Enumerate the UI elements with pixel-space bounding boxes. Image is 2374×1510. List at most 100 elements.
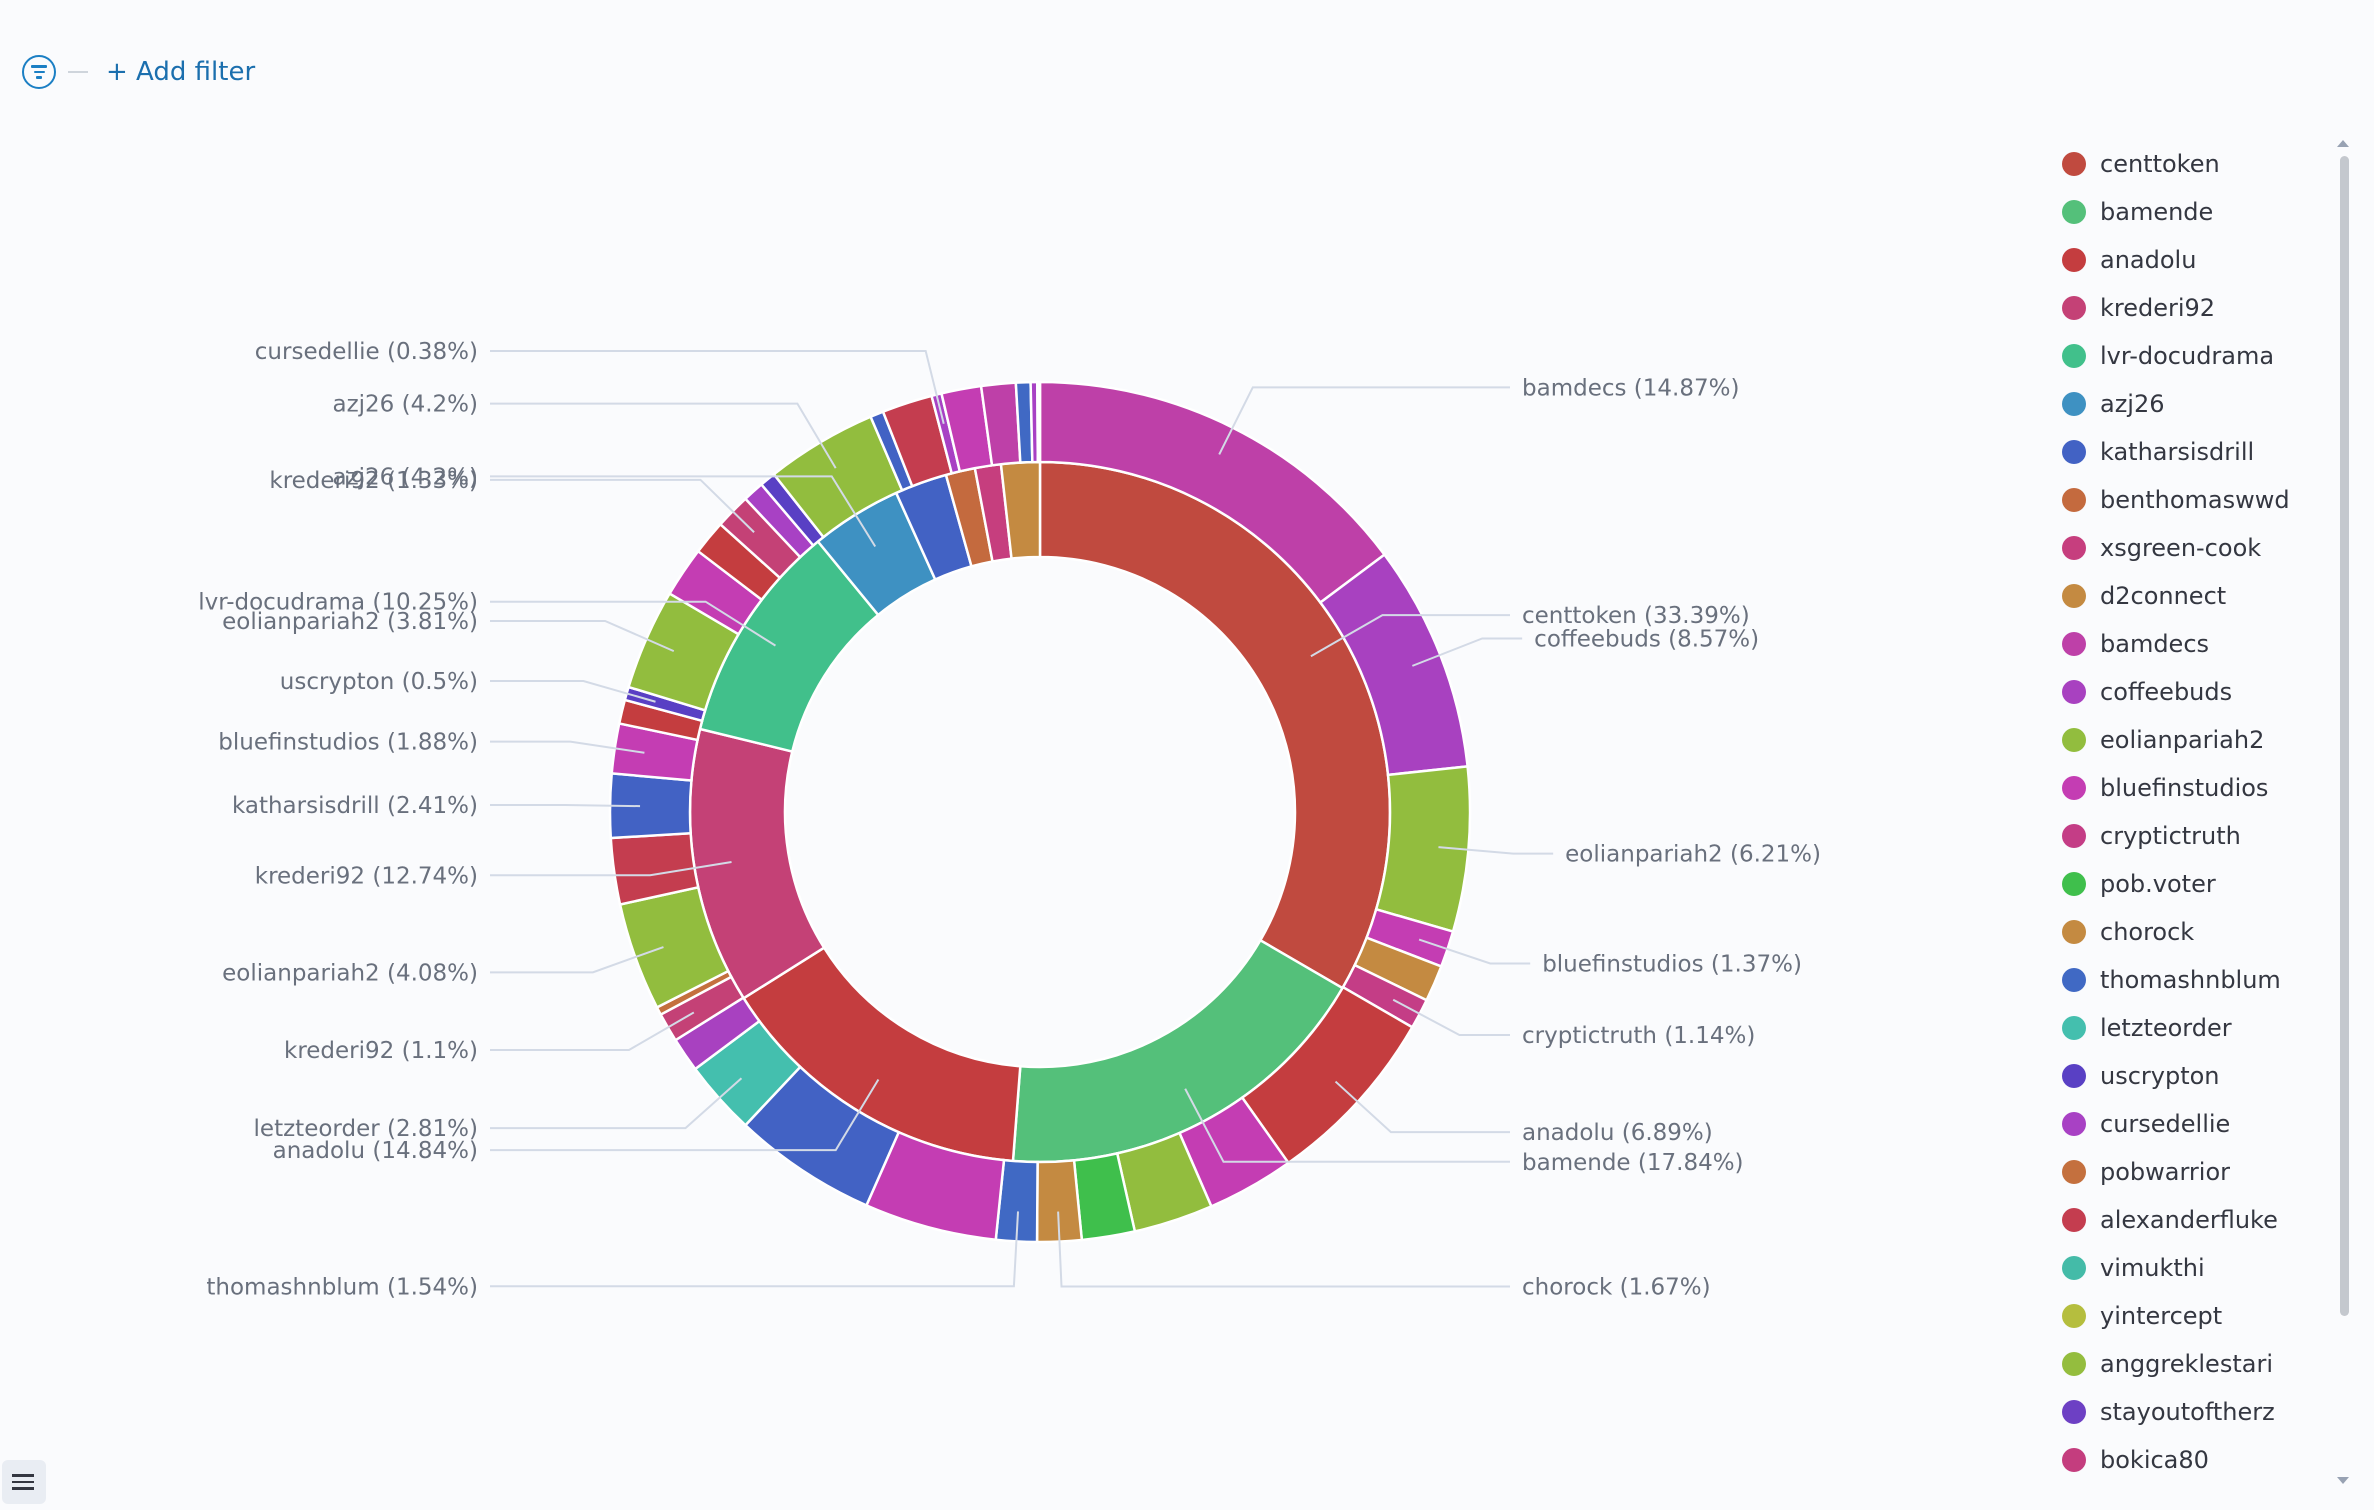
legend-item[interactable]: uscrypton xyxy=(2062,1052,2322,1100)
slice-label: bluefinstudios (1.37%) xyxy=(1542,951,1802,977)
leader-line xyxy=(1334,1080,1510,1134)
legend-label: anggreklestari xyxy=(2100,1350,2273,1378)
slice-label: cryptictruth (1.14%) xyxy=(1522,1023,1755,1049)
legend-color-dot xyxy=(2062,680,2086,704)
leader-line xyxy=(1418,938,1531,965)
legend-scroll-up-icon[interactable] xyxy=(2337,140,2349,147)
legend-label: centtoken xyxy=(2100,150,2220,178)
legend-item[interactable]: alexanderfluke xyxy=(2062,1196,2322,1244)
legend-item[interactable]: krederi92 xyxy=(2062,284,2322,332)
legend-item[interactable]: azj26 xyxy=(2062,380,2322,428)
legend-label: yintercept xyxy=(2100,1302,2223,1330)
legend-item[interactable]: katharsisdrill xyxy=(2062,428,2322,476)
legend-item[interactable]: pob.voter xyxy=(2062,860,2322,908)
legend-item[interactable]: coffeebuds xyxy=(2062,668,2322,716)
leader-line xyxy=(490,349,945,424)
legend-color-dot xyxy=(2062,296,2086,320)
legend-item[interactable]: yintercept xyxy=(2062,1292,2322,1340)
legend-color-dot xyxy=(2062,968,2086,992)
legend-label: katharsisdrill xyxy=(2100,438,2255,466)
legend-label: bokica80 xyxy=(2100,1446,2209,1474)
legend-label: uscrypton xyxy=(2100,1062,2220,1090)
legend-label: anadolu xyxy=(2100,246,2197,274)
legend-item[interactable]: centtoken xyxy=(2062,140,2322,188)
slice-label: uscrypton (0.5%) xyxy=(280,669,478,695)
legend-label: d2connect xyxy=(2100,582,2227,610)
slice-label: lvr-docudrama (10.25%) xyxy=(198,590,478,616)
slice-label: anadolu (14.84%) xyxy=(273,1138,478,1164)
legend-color-dot xyxy=(2062,1064,2086,1088)
legend-color-dot xyxy=(2062,1448,2086,1472)
legend-color-dot xyxy=(2062,824,2086,848)
legend-label: benthomaswwd xyxy=(2100,486,2290,514)
legend-label: pob.voter xyxy=(2100,870,2216,898)
leader-line xyxy=(490,1077,743,1130)
legend-color-dot xyxy=(2062,392,2086,416)
leader-line xyxy=(490,861,732,877)
filter-divider xyxy=(68,71,88,73)
add-filter-button[interactable]: + Add filter xyxy=(106,57,256,87)
leader-line xyxy=(1392,998,1510,1036)
legend-label: thomashnblum xyxy=(2100,966,2281,994)
leader-line xyxy=(490,1211,1020,1288)
legend-item[interactable]: chorock xyxy=(2062,908,2322,956)
legend-scrollbar-thumb[interactable] xyxy=(2340,156,2349,1316)
legend-item[interactable]: vimukthi xyxy=(2062,1244,2322,1292)
legend-color-dot xyxy=(2062,1400,2086,1424)
outer-ring xyxy=(608,380,1472,1244)
legend-item[interactable]: bamdecs xyxy=(2062,620,2322,668)
legend-label: xsgreen-cook xyxy=(2100,534,2262,562)
legend-color-dot xyxy=(2062,1352,2086,1376)
leader-line xyxy=(490,946,664,974)
legend-item[interactable]: cursedellie xyxy=(2062,1100,2322,1148)
legend-item[interactable]: thomashnblum xyxy=(2062,956,2322,1004)
legend-item[interactable]: stayoutoftherz xyxy=(2062,1388,2322,1436)
leader-lines xyxy=(490,349,1554,1288)
legend-color-dot xyxy=(2062,1208,2086,1232)
legend-item[interactable]: bamende xyxy=(2062,188,2322,236)
leader-line xyxy=(1218,386,1510,455)
leader-line xyxy=(1411,637,1523,667)
legend-label: cryptictruth xyxy=(2100,822,2241,850)
slice-label: eolianpariah2 (4.08%) xyxy=(222,960,478,986)
donut-chart: centtoken (33.39%) bamende (17.84%) anadol… xyxy=(198,339,1821,1301)
legend-item[interactable]: eolianpariah2 xyxy=(2062,716,2322,764)
leader-line xyxy=(1184,1088,1510,1163)
leader-line xyxy=(490,475,877,548)
slice-label: katharsisdrill (2.41%) xyxy=(232,793,478,819)
legend-label: letzteorder xyxy=(2100,1014,2232,1042)
filter-icon[interactable] xyxy=(22,55,56,89)
legend-toggle-button[interactable] xyxy=(2,1460,46,1504)
legend-label: vimukthi xyxy=(2100,1254,2205,1282)
leader-line xyxy=(490,804,641,808)
slice-label: cursedellie (0.38%) xyxy=(255,339,478,365)
legend-color-dot xyxy=(2062,584,2086,608)
leader-line xyxy=(490,740,645,754)
legend-item[interactable]: benthomaswwd xyxy=(2062,476,2322,524)
legend-item[interactable]: anadolu xyxy=(2062,236,2322,284)
legend-item[interactable]: d2connect xyxy=(2062,572,2322,620)
slice-label: krederi92 (1.1%) xyxy=(284,1038,478,1064)
legend-color-dot xyxy=(2062,1016,2086,1040)
legend-item[interactable]: bluefinstudios xyxy=(2062,764,2322,812)
legend-item[interactable]: pobwarrior xyxy=(2062,1148,2322,1196)
slice-label: anadolu (6.89%) xyxy=(1522,1120,1713,1146)
slice-labels: centtoken (33.39%) bamende (17.84%) anadol… xyxy=(198,339,1821,1301)
legend-item[interactable]: letzteorder xyxy=(2062,1004,2322,1052)
legend-item[interactable]: xsgreen-cook xyxy=(2062,524,2322,572)
legend-color-dot xyxy=(2062,920,2086,944)
slice-coffeebuds[interactable] xyxy=(1036,380,1042,464)
legend-label: bamdecs xyxy=(2100,630,2210,658)
slice-label: azj26 (4.2%) xyxy=(332,392,478,418)
legend-item[interactable]: anggreklestari xyxy=(2062,1340,2322,1388)
legend-item[interactable]: cryptictruth xyxy=(2062,812,2322,860)
leader-line xyxy=(490,478,755,533)
legend-scroll-down-icon[interactable] xyxy=(2337,1477,2349,1484)
legend-item[interactable]: lvr-docudrama xyxy=(2062,332,2322,380)
legend-item[interactable]: bokica80 xyxy=(2062,1436,2322,1484)
slice-label: bamende (17.84%) xyxy=(1522,1150,1744,1176)
legend-label: lvr-docudrama xyxy=(2100,342,2275,370)
slice-label: letzteorder (2.81%) xyxy=(254,1116,478,1142)
legend-label: azj26 xyxy=(2100,390,2165,418)
slice-label: krederi92 (12.74%) xyxy=(255,863,478,889)
